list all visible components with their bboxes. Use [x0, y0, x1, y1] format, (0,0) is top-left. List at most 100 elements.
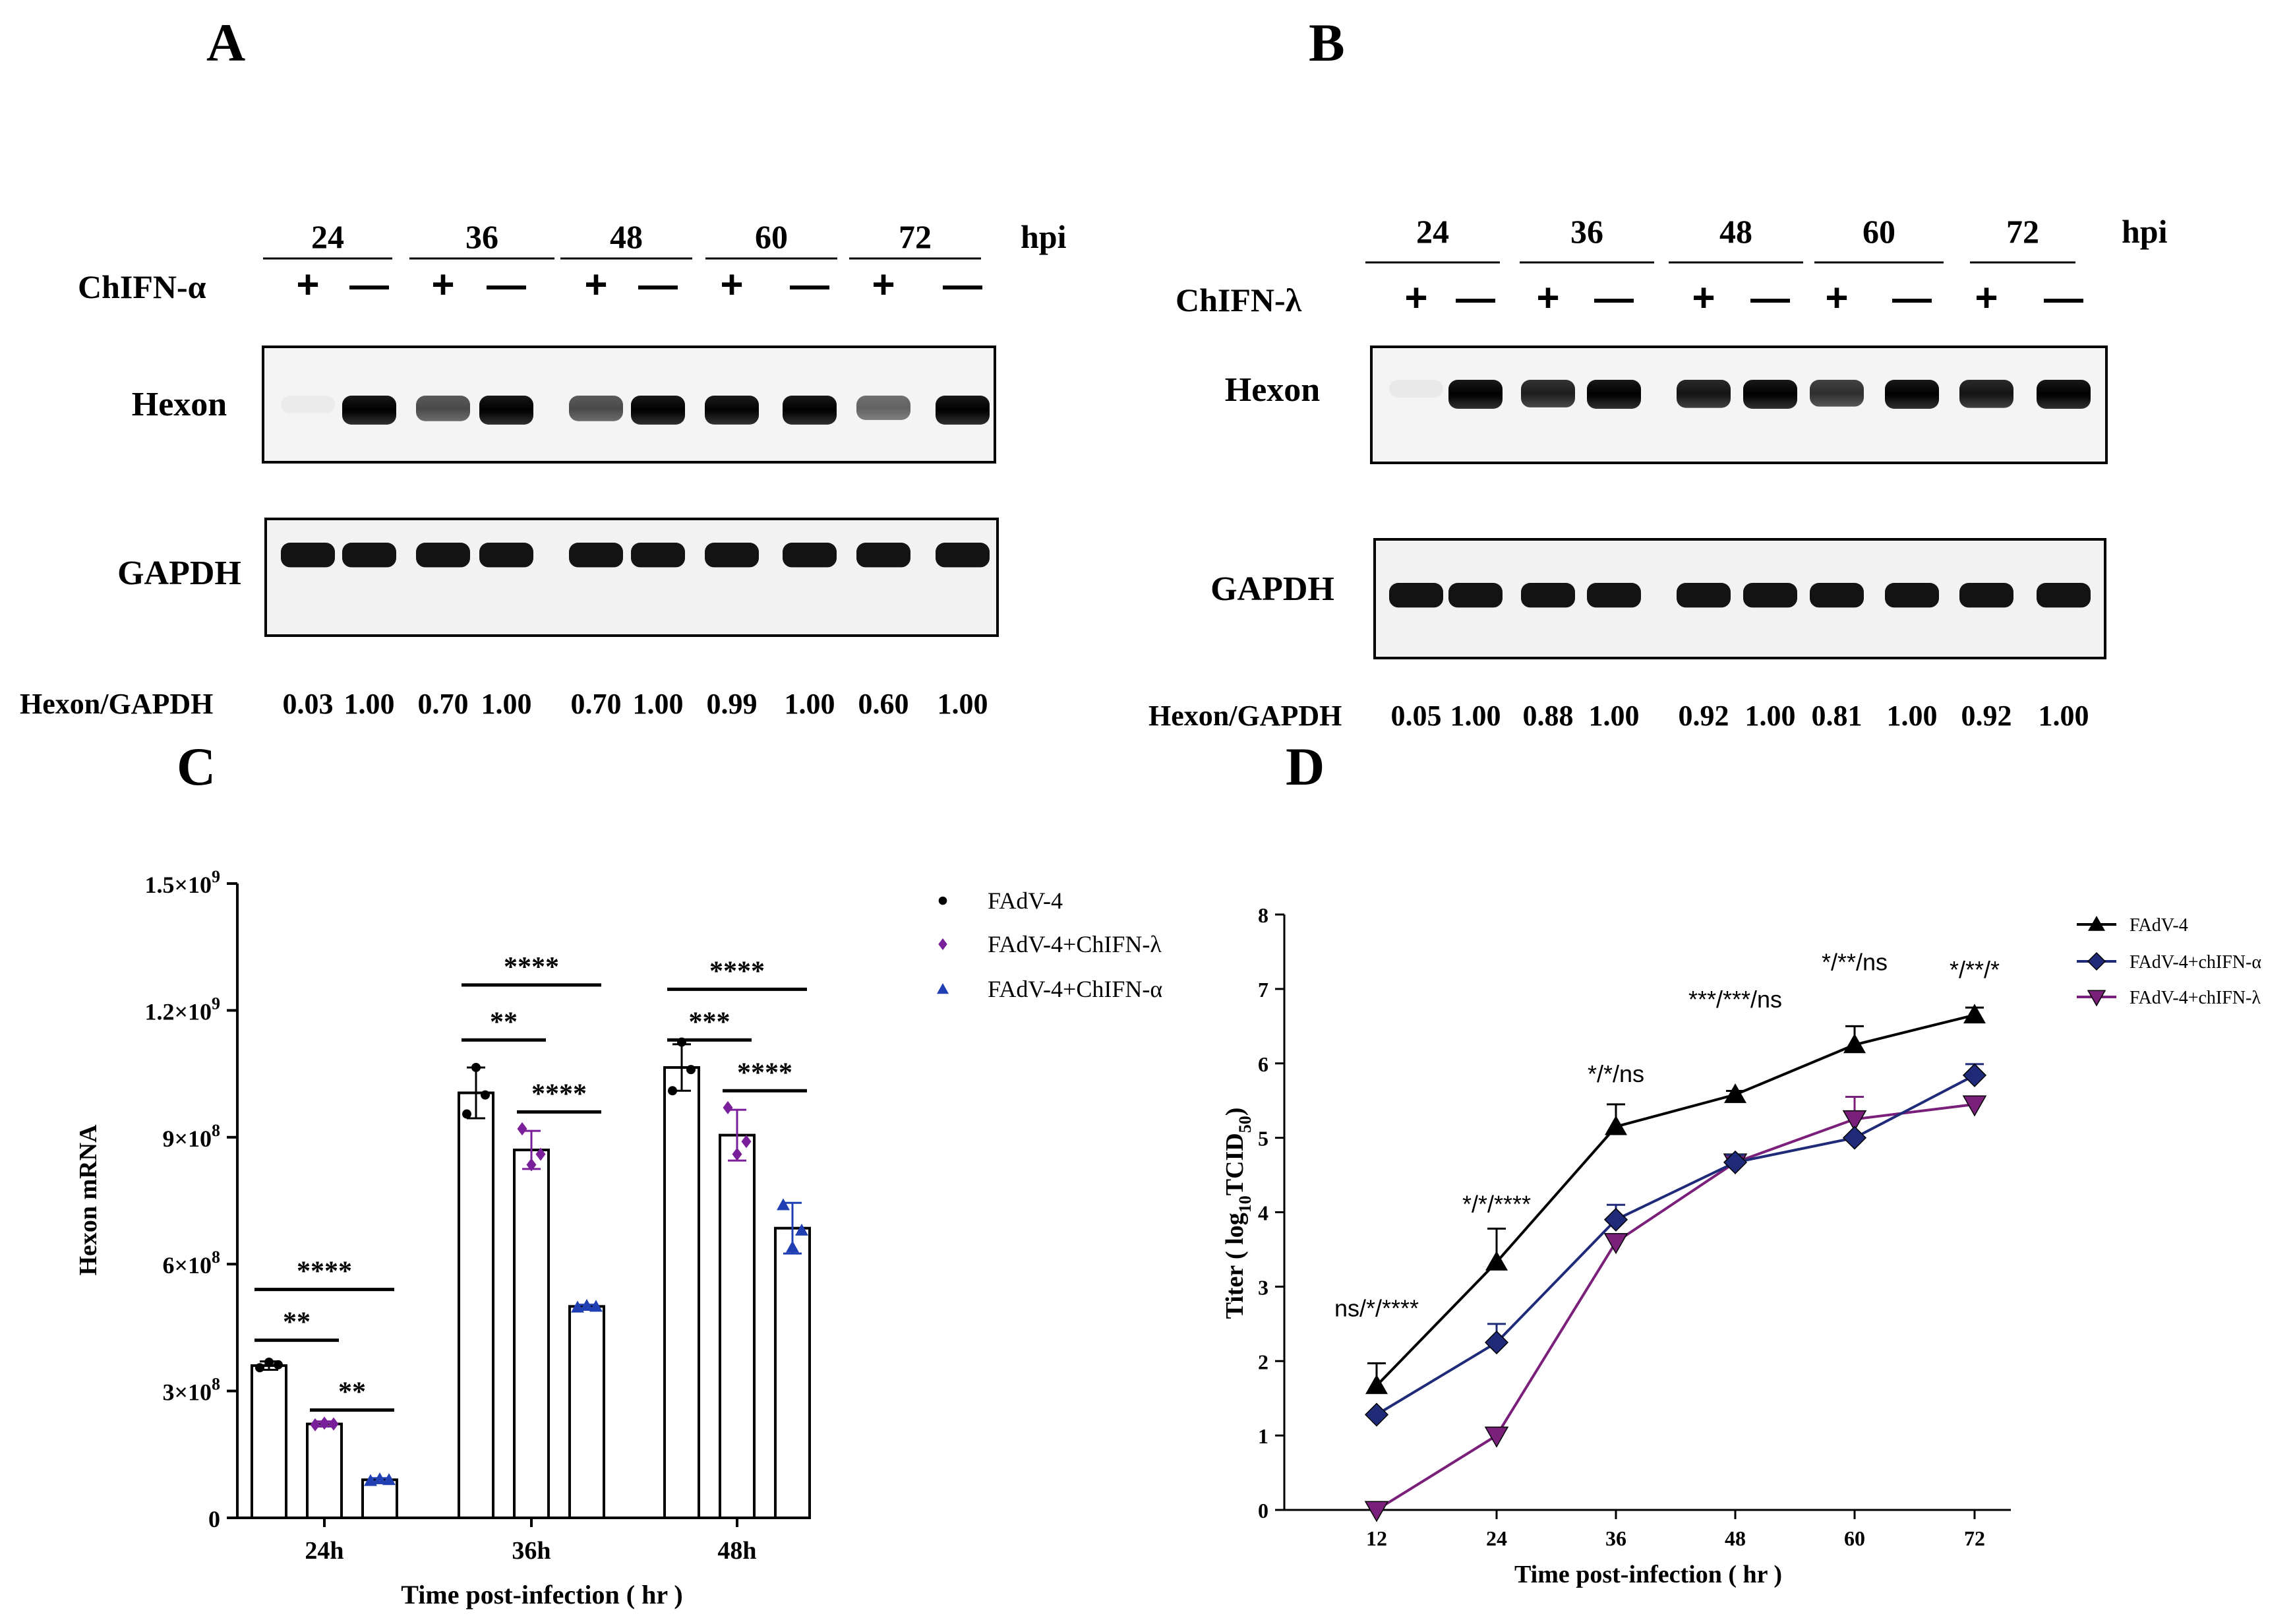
x-tick-label: 72 [1964, 1526, 1985, 1550]
ratio-value: 0.99 [707, 688, 758, 720]
data-point [264, 1357, 274, 1367]
plus-sign: + [1536, 276, 1559, 320]
ratio-value: 1.00 [481, 688, 532, 720]
bar [251, 1364, 287, 1520]
minus-sign: — [1594, 276, 1634, 320]
minus-sign: — [349, 262, 389, 307]
panel-d-letter: D [1286, 737, 1325, 797]
series-line [1375, 1102, 1975, 1511]
plus-sign: + [431, 262, 454, 307]
gapdh-band [1743, 583, 1797, 608]
bar [458, 1091, 494, 1519]
x-tick-label: 48h [717, 1537, 756, 1565]
ratio-value: 0.70 [571, 688, 622, 720]
bar [774, 1226, 811, 1519]
bar [719, 1133, 756, 1520]
gapdh-band [856, 543, 910, 568]
significance-label: **** [531, 1079, 587, 1109]
hexon-band [416, 396, 470, 421]
plus-sign: + [584, 262, 607, 307]
data-point [1364, 1501, 1389, 1522]
minus-sign: — [1456, 276, 1495, 320]
significance-label: **** [297, 1257, 352, 1287]
x-tick-label: 36 [1605, 1526, 1626, 1550]
ratio-value: 1.00 [344, 688, 395, 720]
data-point [732, 1147, 742, 1161]
plus-sign: + [720, 262, 743, 307]
ratio-value: 0.88 [1523, 700, 1574, 732]
hexon-band [1885, 380, 1939, 409]
gapdh-band [342, 543, 396, 568]
legend-marker [2087, 990, 2106, 1007]
data-point [668, 1086, 677, 1096]
minus-sign: — [790, 262, 829, 307]
data-point [1364, 1402, 1389, 1427]
hexon-band [1677, 380, 1731, 408]
gapdh-band [2037, 583, 2091, 608]
x-tick-label: 60 [1844, 1526, 1865, 1550]
x-axis-title: Time post-infection ( hr ) [401, 1580, 682, 1609]
plus-sign: + [1975, 276, 1998, 320]
ratio-label: Hexon/GAPDH [20, 688, 213, 720]
timepoint-label: 60 [755, 218, 788, 255]
timepoint-label: 48 [1719, 213, 1752, 250]
hexon-band [936, 396, 990, 425]
y-tick-label: 7 [1258, 978, 1268, 1002]
data-point [741, 1135, 752, 1149]
timepoint-label: 60 [1863, 213, 1895, 250]
significance-label: **** [737, 1058, 792, 1088]
data-point [1724, 1083, 1746, 1103]
significance-label: */**/ns [1822, 949, 1888, 976]
y-tick-label: 1.2×109 [144, 994, 220, 1025]
data-point [786, 1240, 799, 1253]
hexon-band [1521, 380, 1575, 407]
ratio-value: 1.00 [1887, 700, 1938, 732]
y-tick-label: 8 [1258, 903, 1268, 927]
minus-sign: — [1750, 276, 1790, 320]
ratio-value: 0.92 [1679, 700, 1729, 732]
legend-label: FAdV-4+chIFN-α [2130, 952, 2261, 973]
gapdh-band [1677, 583, 1731, 608]
hexon-band [1810, 380, 1864, 407]
x-axis-title: Time post-infection ( hr ) [1514, 1561, 1782, 1588]
x-tick-label: 36h [512, 1537, 551, 1565]
ratio-label: Hexon/GAPDH [1148, 700, 1342, 732]
gapdh-membrane [264, 518, 999, 637]
hpi-label: hpi [1021, 218, 1067, 255]
data-point [1842, 1126, 1867, 1150]
gapdh-band [416, 543, 470, 568]
data-point [526, 1158, 537, 1172]
data-point [1485, 1251, 1508, 1271]
y-tick-label: 2 [1258, 1350, 1268, 1373]
data-point [319, 1416, 330, 1430]
bar [568, 1305, 605, 1520]
y-tick-label: 0 [1258, 1499, 1268, 1522]
x-tick-label: 48 [1725, 1526, 1746, 1550]
panel-c-bar-chart: 0 3×108 6×108 9×108 1.2×109 1.5×109 Hexon mRNA… [75, 867, 1162, 1609]
data-point [589, 1300, 603, 1312]
hexon-band [1587, 380, 1641, 409]
data-point [580, 1299, 593, 1311]
hexon-band [569, 396, 623, 421]
legend-label: FAdV-4+ChIFN-λ [988, 931, 1162, 957]
plus-sign: + [1692, 276, 1715, 320]
hexon-band [281, 396, 335, 414]
ratio-value: 1.00 [785, 688, 835, 720]
hexon-band [631, 396, 685, 425]
timepoint-label: 48 [610, 218, 643, 255]
timepoint-label: 36 [1570, 213, 1603, 250]
y-tick-label: 1 [1258, 1424, 1268, 1448]
y-tick-label: 1.5×109 [144, 867, 220, 898]
legend-marker [938, 938, 947, 950]
gapdh-band [1521, 583, 1575, 608]
gapdh-band [705, 543, 759, 568]
timepoint-label: 36 [465, 218, 498, 255]
ratio-value: 0.03 [283, 688, 334, 720]
bar [306, 1422, 343, 1520]
data-point [777, 1198, 790, 1211]
gapdh-band [479, 543, 533, 568]
y-tick-label: 3×108 [162, 1375, 220, 1406]
panel-a-letter: A [206, 13, 245, 73]
legend-marker [938, 896, 947, 905]
significance-label: ** [490, 1007, 518, 1037]
